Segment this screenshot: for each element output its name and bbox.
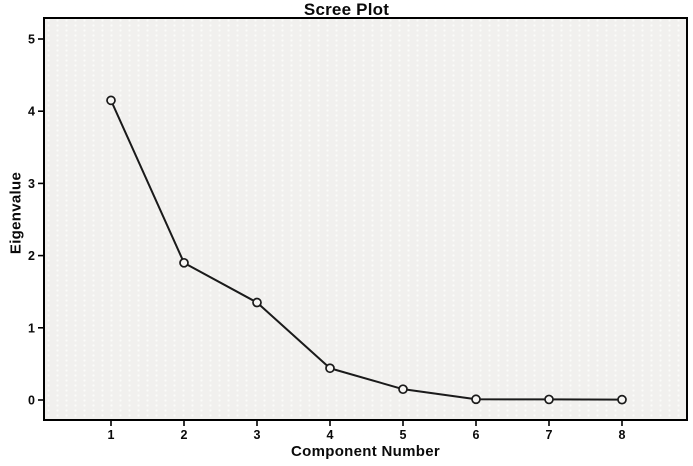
x-tick-label: 7 <box>546 428 553 442</box>
x-tick-label: 1 <box>108 428 115 442</box>
series-line <box>110 99 623 401</box>
x-tick-label: 8 <box>619 428 626 442</box>
data-point <box>398 384 408 395</box>
chart-title: Scree Plot <box>303 0 390 19</box>
series-layer <box>106 95 627 405</box>
data-point <box>179 257 189 268</box>
x-tick-label: 2 <box>181 428 188 442</box>
plot-frame-layer <box>43 17 688 421</box>
data-point <box>252 297 262 308</box>
data-point <box>544 394 554 405</box>
data-point <box>471 394 481 405</box>
data-point <box>325 363 335 374</box>
y-tick-label: 0 <box>28 394 35 408</box>
x-axis-title: Component Number <box>291 443 440 460</box>
data-point <box>617 394 627 405</box>
y-axis-title: Eigenvalue <box>7 171 25 255</box>
x-tick-label: 5 <box>400 428 407 442</box>
axis-tick-layer: 0 1 2 3 4 5 1 2 3 4 5 6 7 8 <box>28 33 625 443</box>
x-tick-label: 6 <box>473 428 480 442</box>
y-tick-label: 3 <box>28 177 35 191</box>
x-tick-label: 3 <box>254 428 261 442</box>
y-tick-label: 4 <box>28 105 35 119</box>
data-point <box>106 95 116 106</box>
y-tick-label: 1 <box>28 321 35 335</box>
y-tick-label: 2 <box>28 249 35 263</box>
plot-frame <box>43 17 688 421</box>
plot-area-background <box>44 18 687 420</box>
x-tick-label: 4 <box>327 428 334 442</box>
y-tick-label: 5 <box>28 33 35 47</box>
